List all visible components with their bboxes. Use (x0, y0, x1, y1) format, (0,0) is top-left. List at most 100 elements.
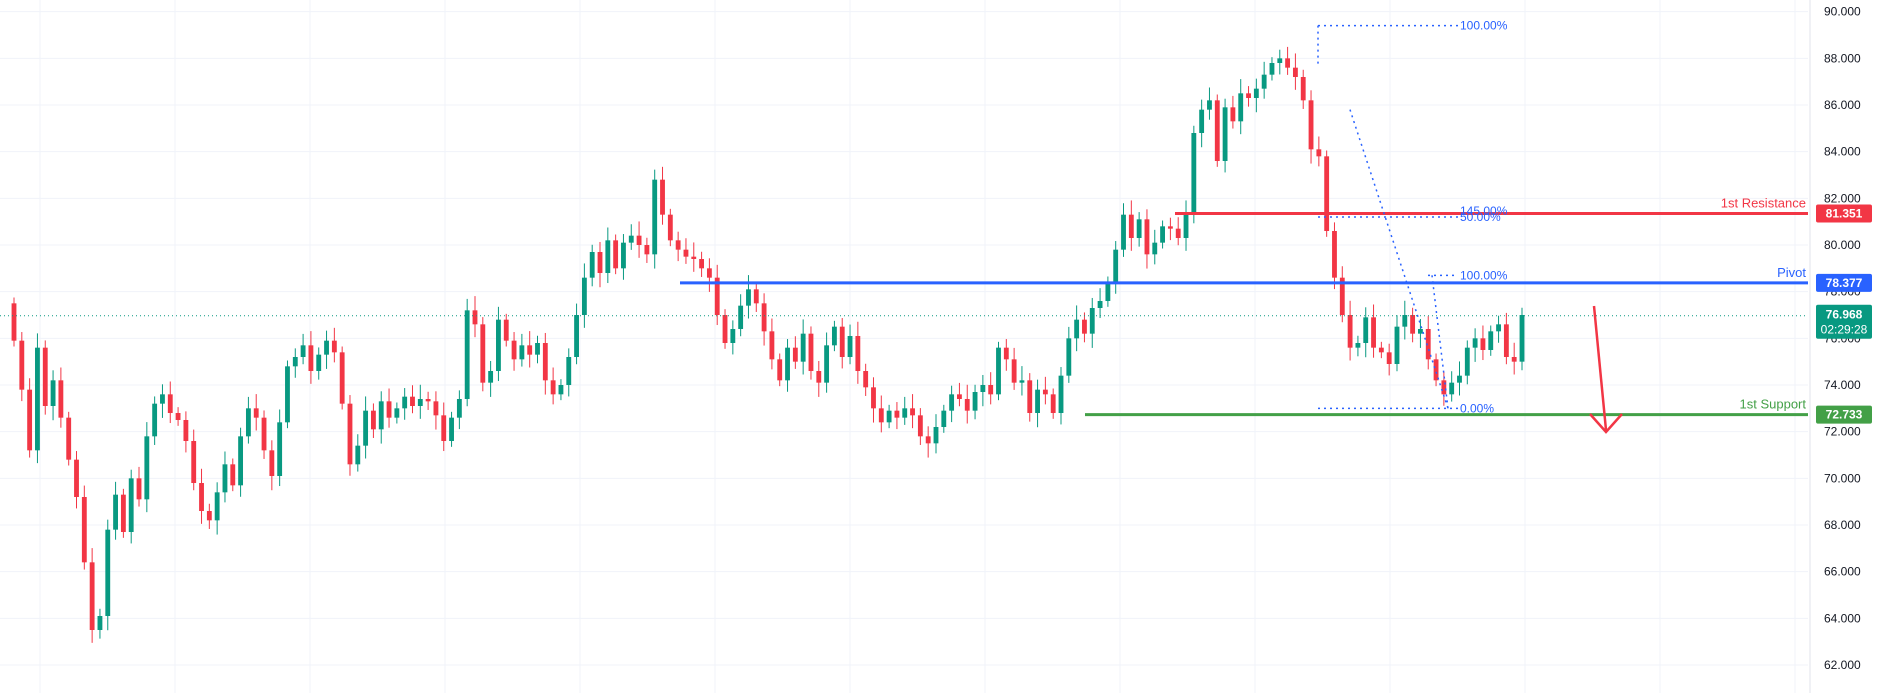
candle (441, 402, 447, 452)
y-tick-label: 84.000 (1824, 145, 1861, 159)
candle-body (816, 371, 822, 383)
candle (871, 377, 876, 423)
last-price-badge-bg (1816, 304, 1872, 339)
candle (370, 403, 376, 438)
candle-body (363, 410, 369, 446)
candle-body (863, 371, 869, 388)
candle (964, 384, 970, 424)
grid (0, 0, 1808, 693)
candle-body (449, 417, 454, 441)
candle-body (652, 179, 658, 255)
candle (89, 548, 95, 643)
candle-body (1152, 242, 1158, 255)
candle-body (746, 289, 751, 306)
candle-body (1199, 109, 1205, 133)
candle (1496, 315, 1501, 343)
candle-body (1253, 88, 1259, 98)
candle-body (503, 319, 509, 341)
candle-body (714, 277, 720, 315)
candle (816, 360, 822, 397)
candle (1285, 46, 1291, 75)
candle-body (1113, 249, 1119, 283)
candle-body (1488, 331, 1494, 350)
candle-body (11, 303, 17, 341)
candle (699, 251, 705, 277)
candle-body (160, 394, 165, 404)
candle (1144, 209, 1150, 269)
candle (800, 319, 806, 375)
candle-body (81, 497, 87, 563)
candle (1308, 90, 1314, 164)
candle (785, 339, 790, 392)
candle-body (574, 315, 579, 357)
candle (456, 390, 462, 430)
y-tick-label: 68.000 (1824, 518, 1861, 532)
level-price-badge: 81.351 (1816, 204, 1872, 223)
candle-body (300, 345, 306, 357)
candle (761, 293, 767, 346)
candle (980, 374, 986, 407)
candle (1316, 136, 1322, 167)
level-name: 1st Resistance (1721, 195, 1806, 210)
candle (706, 258, 712, 292)
candle-body (27, 389, 33, 451)
candle-body (480, 324, 486, 383)
candle-body (58, 380, 64, 418)
candle (1097, 288, 1103, 319)
candle-body (1214, 100, 1220, 161)
candle-body (1183, 214, 1189, 238)
candle-body (1511, 357, 1517, 362)
candle-body (1050, 394, 1056, 413)
candle-body (605, 240, 611, 273)
candle (1449, 371, 1455, 402)
candle-body (910, 408, 915, 416)
candle-body (394, 408, 400, 418)
candle-body (1394, 326, 1400, 364)
candle (449, 411, 454, 447)
candle-body (1363, 317, 1369, 343)
candle (214, 482, 220, 535)
candle (581, 263, 587, 328)
candle (855, 321, 861, 384)
candle (50, 370, 56, 421)
candle-body (972, 392, 978, 411)
y-tick-label: 90.000 (1824, 5, 1861, 19)
candle (324, 330, 329, 369)
candle-body (769, 331, 775, 360)
candle-body (488, 371, 494, 383)
candle-body (74, 459, 79, 497)
candle (1269, 57, 1275, 81)
candle (519, 333, 525, 367)
candle (1386, 343, 1392, 376)
candle (1503, 312, 1509, 365)
candle (1418, 318, 1423, 348)
candle-body (292, 357, 298, 367)
candle (347, 395, 353, 476)
candle-body (847, 336, 853, 357)
candle (1042, 376, 1048, 405)
candle-body (1191, 133, 1197, 215)
candle (1066, 326, 1072, 383)
candle (527, 331, 533, 368)
candle-body (496, 319, 501, 371)
candle-body (566, 357, 572, 385)
candle (331, 327, 337, 363)
candle (839, 318, 845, 369)
candle (957, 382, 962, 407)
candle-body (1347, 315, 1353, 348)
candle (183, 411, 189, 453)
candle-body (1339, 277, 1345, 315)
candle (1394, 315, 1400, 372)
candle (1027, 373, 1033, 422)
candle (488, 360, 494, 397)
candle-body (370, 410, 376, 430)
candle (206, 503, 212, 529)
candle-body (1402, 315, 1408, 327)
candle-body (824, 345, 830, 383)
price-axis[interactable]: 90.00088.00086.00084.00082.00080.00078.0… (1809, 0, 1872, 693)
candle-body (42, 347, 48, 406)
candle-body (777, 359, 783, 381)
level-price-badge: 72.733 (1816, 405, 1872, 424)
